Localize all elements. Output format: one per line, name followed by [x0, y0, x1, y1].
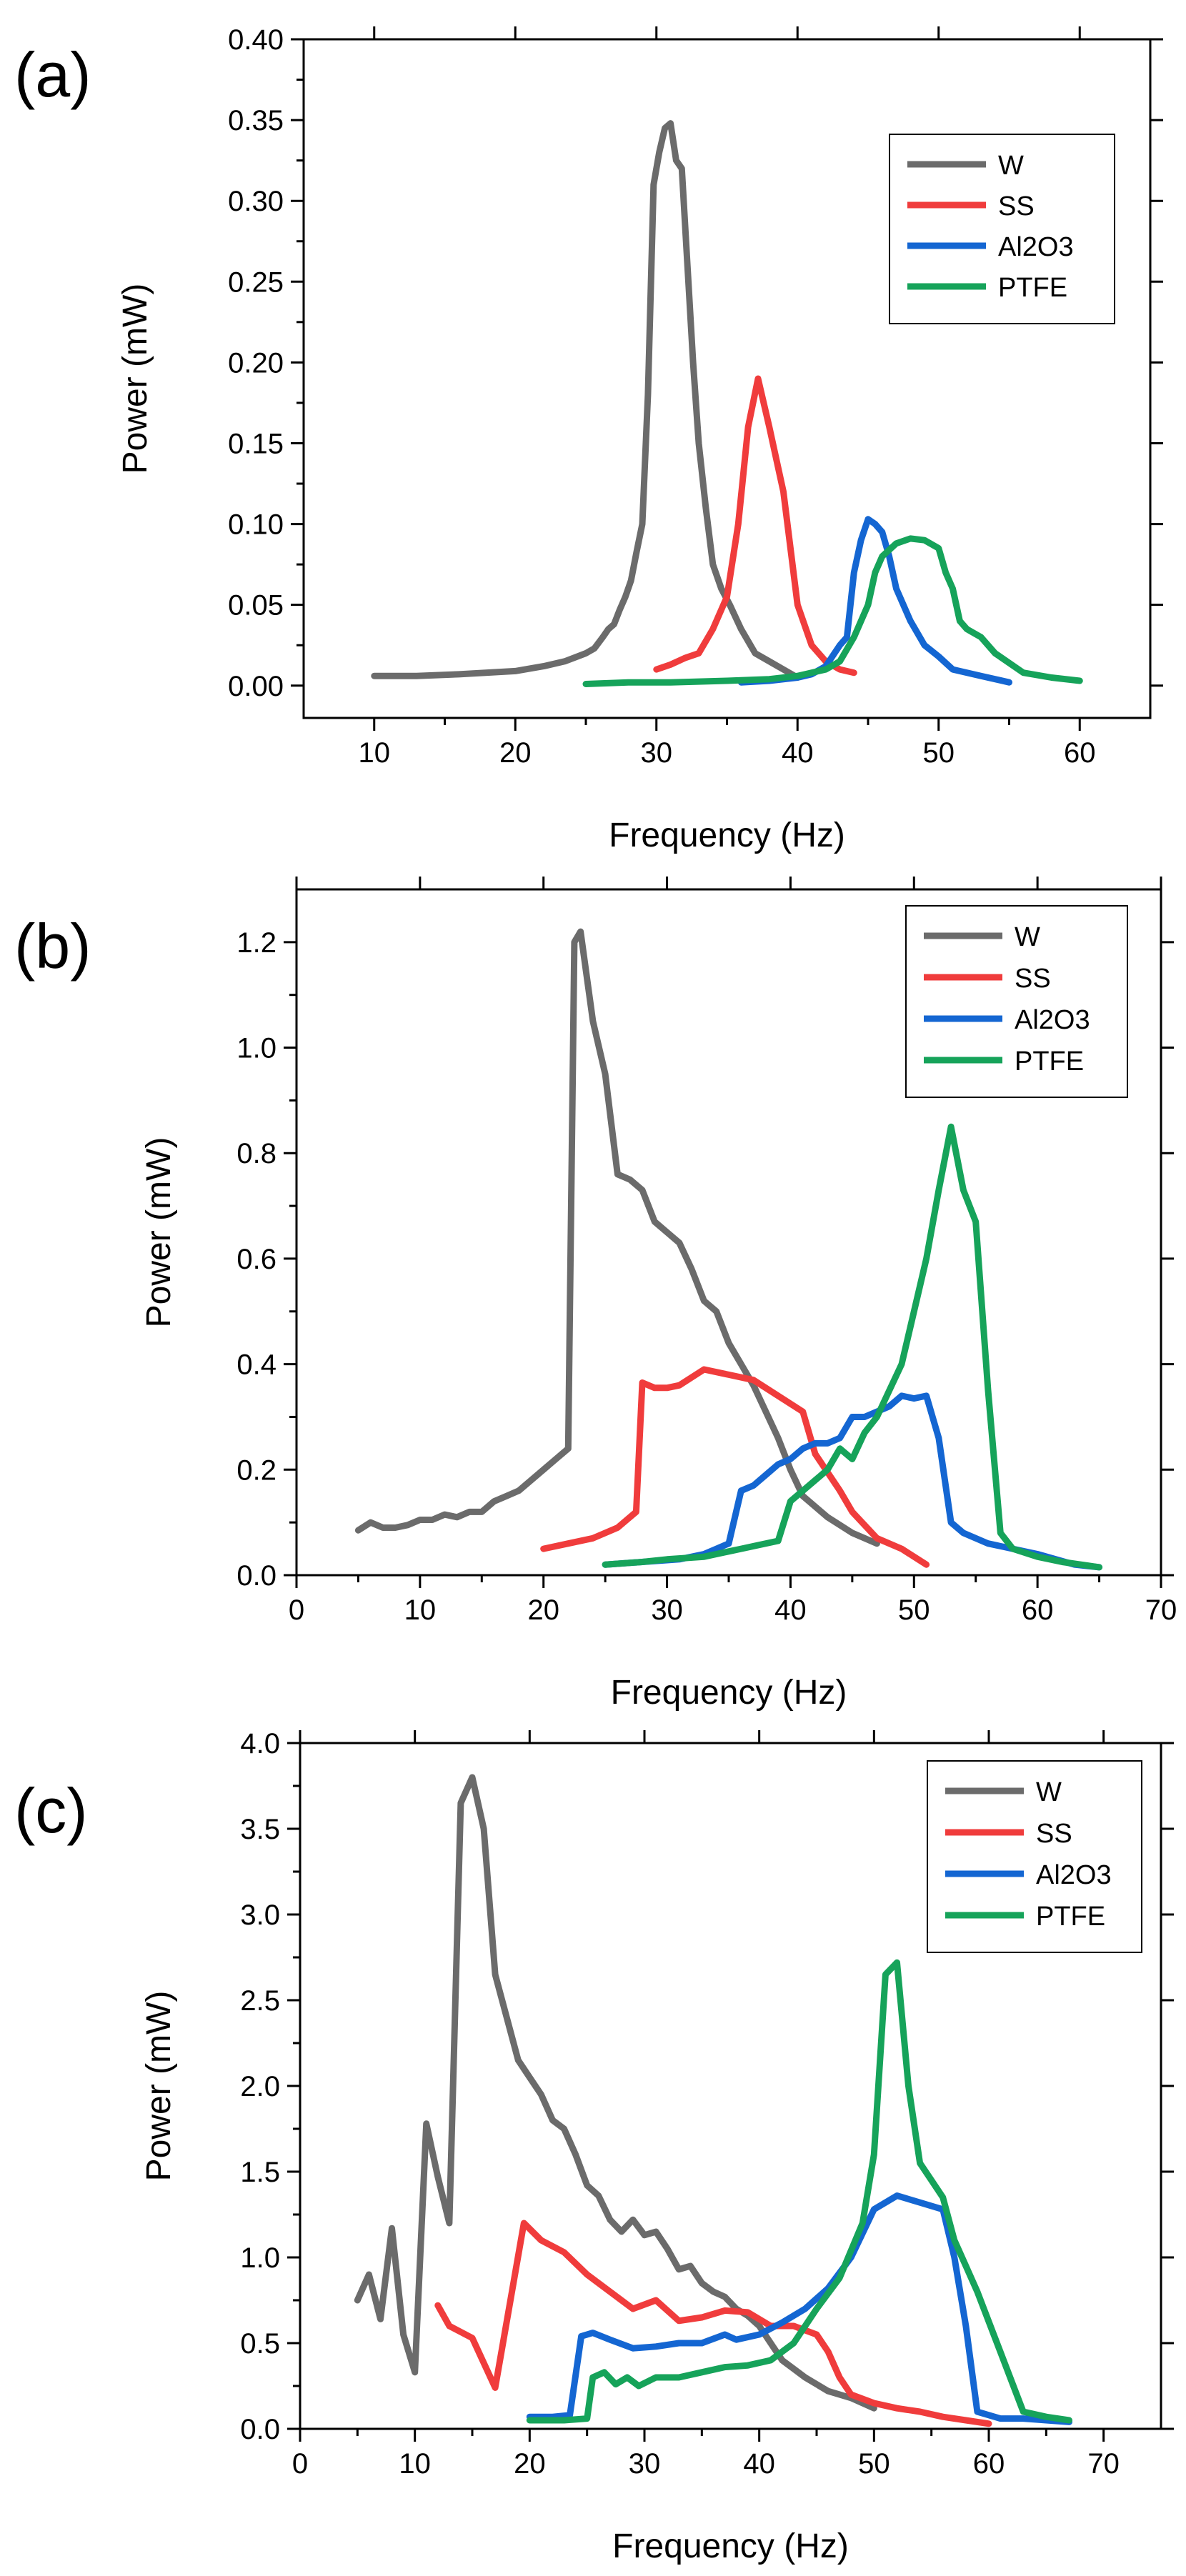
legend: W SS Al2O3 PTFE	[905, 905, 1128, 1098]
series-line-ss	[540, 1366, 930, 1568]
x-tick-label: 20	[514, 2448, 546, 2480]
y-tick-label: 2.0	[240, 2071, 280, 2102]
y-tick-label: 2.5	[240, 1985, 280, 2017]
y-tick-label: 4.0	[240, 1728, 280, 1759]
x-tick-label: 10	[404, 1594, 437, 1626]
x-tick-label: 60	[1022, 1594, 1054, 1626]
x-tick-label: 10	[399, 2448, 431, 2480]
x-tick-label: 0	[289, 1594, 304, 1626]
y-tick-label: 1.2	[236, 927, 276, 959]
y-tick-label: 0.15	[228, 428, 284, 459]
y-axis-label: Power (mW)	[140, 1991, 178, 2182]
x-tick-label: 50	[923, 737, 955, 769]
legend-label-al2o3: Al2O3	[1036, 1860, 1112, 1890]
x-tick-label: 60	[973, 2448, 1005, 2480]
x-tick-label: 70	[1145, 1594, 1177, 1626]
y-tick-label: 1.0	[240, 2242, 280, 2274]
x-tick-label: 40	[774, 1594, 807, 1626]
legend-label-w: W	[1015, 922, 1040, 952]
y-tick-label: 0.35	[228, 105, 284, 136]
legend-box	[927, 1760, 1142, 1953]
legend-label-ss: SS	[998, 191, 1035, 221]
y-axis-label: Power (mW)	[140, 1137, 178, 1328]
x-axis-label: Frequency (Hz)	[609, 817, 845, 854]
x-tick-label: 60	[1064, 737, 1096, 769]
y-tick-label: 0.0	[236, 1560, 276, 1592]
y-tick-label: 0.00	[228, 671, 284, 702]
x-tick-label: 70	[1087, 2448, 1120, 2480]
legend-label-ptfe: PTFE	[998, 273, 1067, 303]
y-tick-label: 0.0	[240, 2414, 280, 2445]
panel-label: (a)	[14, 39, 91, 110]
series-line-ptfe	[582, 535, 1083, 687]
y-tick-label: 0.8	[236, 1138, 276, 1169]
y-tick-label: 0.2	[236, 1454, 276, 1486]
y-tick-label: 0.40	[228, 24, 284, 56]
series-line-ptfe	[526, 1959, 1072, 2424]
y-tick-label: 1.5	[240, 2157, 280, 2188]
legend-label-w: W	[998, 151, 1024, 181]
series-line-w	[371, 120, 801, 681]
chart-panel-1: 10 20 30 40 50 60 0.00 0.05 0.10 0.15 0.20 0.25 0.30…	[14, 24, 1163, 854]
legend-label-ptfe: PTFE	[1015, 1047, 1084, 1077]
legend-label-ptfe: PTFE	[1036, 1902, 1105, 1932]
x-tick-label: 30	[641, 737, 673, 769]
x-tick-label: 40	[782, 737, 814, 769]
panel-label: (c)	[14, 1775, 88, 1846]
legend-label-al2o3: Al2O3	[1015, 1005, 1090, 1035]
x-tick-label: 40	[743, 2448, 775, 2480]
y-tick-label: 0.4	[236, 1349, 276, 1381]
legend-label-ss: SS	[1015, 964, 1051, 994]
x-axis-label: Frequency (Hz)	[612, 2527, 849, 2565]
y-tick-label: 1.0	[236, 1033, 276, 1064]
x-tick-label: 30	[651, 1594, 683, 1626]
y-tick-label: 0.30	[228, 186, 284, 217]
series-line-w	[354, 1774, 877, 2412]
y-tick-label: 0.20	[228, 347, 284, 379]
y-tick-label: 3.0	[240, 1899, 280, 1931]
x-tick-label: 10	[359, 737, 391, 769]
series-line-ptfe	[602, 1123, 1103, 1571]
series-line-al2o3	[526, 2192, 1072, 2425]
legend: W SS Al2O3 PTFE	[889, 134, 1115, 324]
x-tick-label: 50	[858, 2448, 890, 2480]
x-tick-label: 30	[629, 2448, 661, 2480]
y-tick-label: 0.25	[228, 266, 284, 298]
x-tick-label: 20	[527, 1594, 559, 1626]
legend-label-w: W	[1036, 1777, 1062, 1807]
series-line-al2o3	[602, 1392, 1103, 1571]
y-tick-label: 0.05	[228, 590, 284, 621]
series-line-w	[354, 928, 880, 1547]
x-axis-label: Frequency (Hz)	[611, 1674, 847, 1712]
chart-panel-3: 0 10 20 30 40 50 60 70 0.0 0.5 1.0 1.5 2.0 2.5 3.0 3.5 4…	[14, 1728, 1174, 2565]
legend-label-ss: SS	[1036, 1819, 1072, 1849]
y-tick-label: 0.10	[228, 509, 284, 541]
series-line-ss	[434, 2220, 992, 2427]
series-line-ss	[653, 375, 857, 677]
y-tick-label: 3.5	[240, 1814, 280, 1845]
x-tick-label: 20	[499, 737, 532, 769]
x-tick-label: 0	[292, 2448, 308, 2480]
chart-panel-2: 0 10 20 30 40 50 60 70 0.0 0.2 0.4 0.6 0.8 1.0 1.2 Freq…	[14, 877, 1177, 1712]
x-tick-label: 50	[898, 1594, 930, 1626]
legend-label-al2o3: Al2O3	[998, 232, 1074, 262]
y-tick-label: 0.5	[240, 2328, 280, 2360]
y-axis-label: Power (mW)	[116, 284, 154, 474]
legend: W SS Al2O3 PTFE	[927, 1760, 1142, 1953]
panel-label: (b)	[14, 911, 91, 982]
series-line-al2o3	[737, 516, 1012, 686]
y-tick-label: 0.6	[236, 1244, 276, 1275]
